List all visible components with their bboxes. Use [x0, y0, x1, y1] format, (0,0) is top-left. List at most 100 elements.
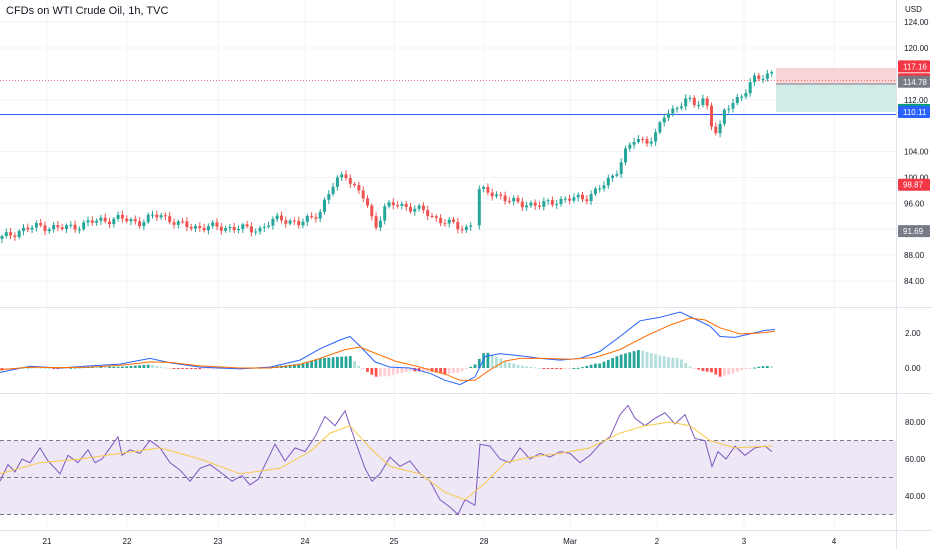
candle-body: [740, 96, 744, 98]
macd-signal-line: [0, 317, 776, 381]
candle-body: [731, 103, 735, 109]
macd-histogram-bar: [52, 368, 55, 369]
macd-histogram-bar: [645, 351, 649, 368]
macd-histogram-bar: [387, 368, 391, 377]
macd-histogram-bar: [39, 367, 43, 369]
candle-body: [82, 222, 86, 230]
candle-body: [176, 221, 180, 225]
price-axis[interactable]: USD: [905, 5, 922, 14]
macd-histogram-bar: [753, 367, 756, 369]
macd-histogram-bar: [164, 367, 167, 369]
candle-body: [447, 219, 451, 224]
macd-histogram-bar: [323, 357, 326, 368]
candle-body: [512, 197, 516, 202]
candle-body: [86, 220, 90, 223]
candle-body: [39, 223, 43, 226]
macd-histogram-bar: [692, 368, 696, 369]
macd-histogram-bar: [624, 353, 627, 368]
macd-histogram-bar: [189, 368, 193, 369]
candle-body: [60, 227, 64, 230]
macd-histogram-bar: [723, 368, 726, 376]
macd-histogram-bar: [602, 361, 606, 368]
stop-zone[interactable]: [776, 68, 896, 84]
candle-body: [430, 215, 434, 217]
macd-histogram-bar: [207, 368, 210, 370]
candle-body: [404, 203, 408, 207]
macd-histogram-bar: [533, 367, 537, 369]
candle-body: [305, 215, 309, 222]
candle-body: [77, 229, 81, 231]
target-zone[interactable]: [776, 84, 896, 112]
candle-body: [589, 194, 593, 202]
candle-body: [237, 228, 240, 231]
macd-histogram-bar: [297, 363, 301, 368]
candle-body: [503, 195, 507, 202]
candle-body: [490, 192, 494, 197]
candle-body: [99, 217, 103, 221]
time-axis[interactable]: 21 22 23 24 25 28 Mar 2 3 4: [43, 537, 837, 546]
candle-body: [486, 186, 490, 193]
macd-histogram-bar: [628, 352, 632, 368]
macd-histogram-bar: [512, 363, 516, 368]
macd-histogram-bar: [637, 350, 640, 368]
candle-body: [516, 197, 520, 202]
candle-body: [323, 199, 326, 212]
candle-body: [550, 200, 554, 205]
candle-body: [335, 177, 339, 187]
candle-body: [417, 205, 421, 209]
time-label: Mar: [563, 537, 577, 546]
macd-histogram-bar: [748, 368, 752, 369]
candle-body: [151, 214, 154, 216]
macd-histogram-bar: [155, 365, 159, 368]
macd-histogram-bar: [641, 350, 645, 368]
price-label-bg: [898, 60, 930, 73]
candle-body: [735, 97, 739, 104]
candle-body: [138, 221, 142, 227]
candle-body: [718, 123, 722, 134]
candle-body: [370, 205, 374, 217]
candle-body: [456, 221, 460, 230]
candle-body: [391, 202, 395, 206]
rsi-line: [0, 404, 773, 516]
macd-histogram-bar: [434, 368, 438, 373]
macd-histogram-bar: [688, 366, 692, 368]
macd-histogram-bar: [129, 365, 133, 368]
candle-body: [0, 236, 4, 239]
candle-body: [688, 97, 692, 99]
candle-body: [705, 98, 709, 106]
candle-body: [400, 203, 404, 206]
candle-body: [421, 205, 425, 211]
candle-body: [499, 194, 503, 196]
currency-label[interactable]: USD: [905, 5, 922, 14]
macd-histogram-bar: [439, 368, 442, 374]
candle-body: [581, 194, 584, 200]
candle-body: [624, 148, 627, 163]
macd-histogram-bar: [194, 368, 197, 370]
candle-body: [542, 201, 546, 207]
candle-body: [232, 227, 236, 231]
candle-body: [353, 183, 357, 186]
candle-body: [585, 199, 589, 202]
macd-histogram-bar: [142, 364, 146, 368]
candle-body: [679, 106, 683, 109]
candle-body: [606, 177, 610, 186]
candle-body: [710, 105, 713, 127]
macd-histogram-bar: [452, 368, 455, 374]
price-tick-label: 124.00: [904, 18, 929, 27]
chart-title[interactable]: CFDs on WTI Crude Oil, 1h, TVC: [6, 5, 169, 17]
rsi-level-lines: [0, 440, 896, 515]
candle-body: [692, 97, 696, 105]
macd-histogram-bar: [374, 368, 378, 377]
macd-histogram-bar: [103, 366, 107, 368]
macd-histogram-bar: [529, 366, 533, 368]
candle-body: [52, 225, 56, 230]
candle-body: [159, 215, 163, 218]
rsi-ma-line: [0, 421, 773, 501]
position-tool[interactable]: [776, 68, 896, 112]
candle-body: [254, 231, 258, 233]
macd-histogram-bar: [409, 368, 412, 372]
candle-body: [460, 229, 464, 231]
macd-histogram-bar: [551, 368, 554, 369]
